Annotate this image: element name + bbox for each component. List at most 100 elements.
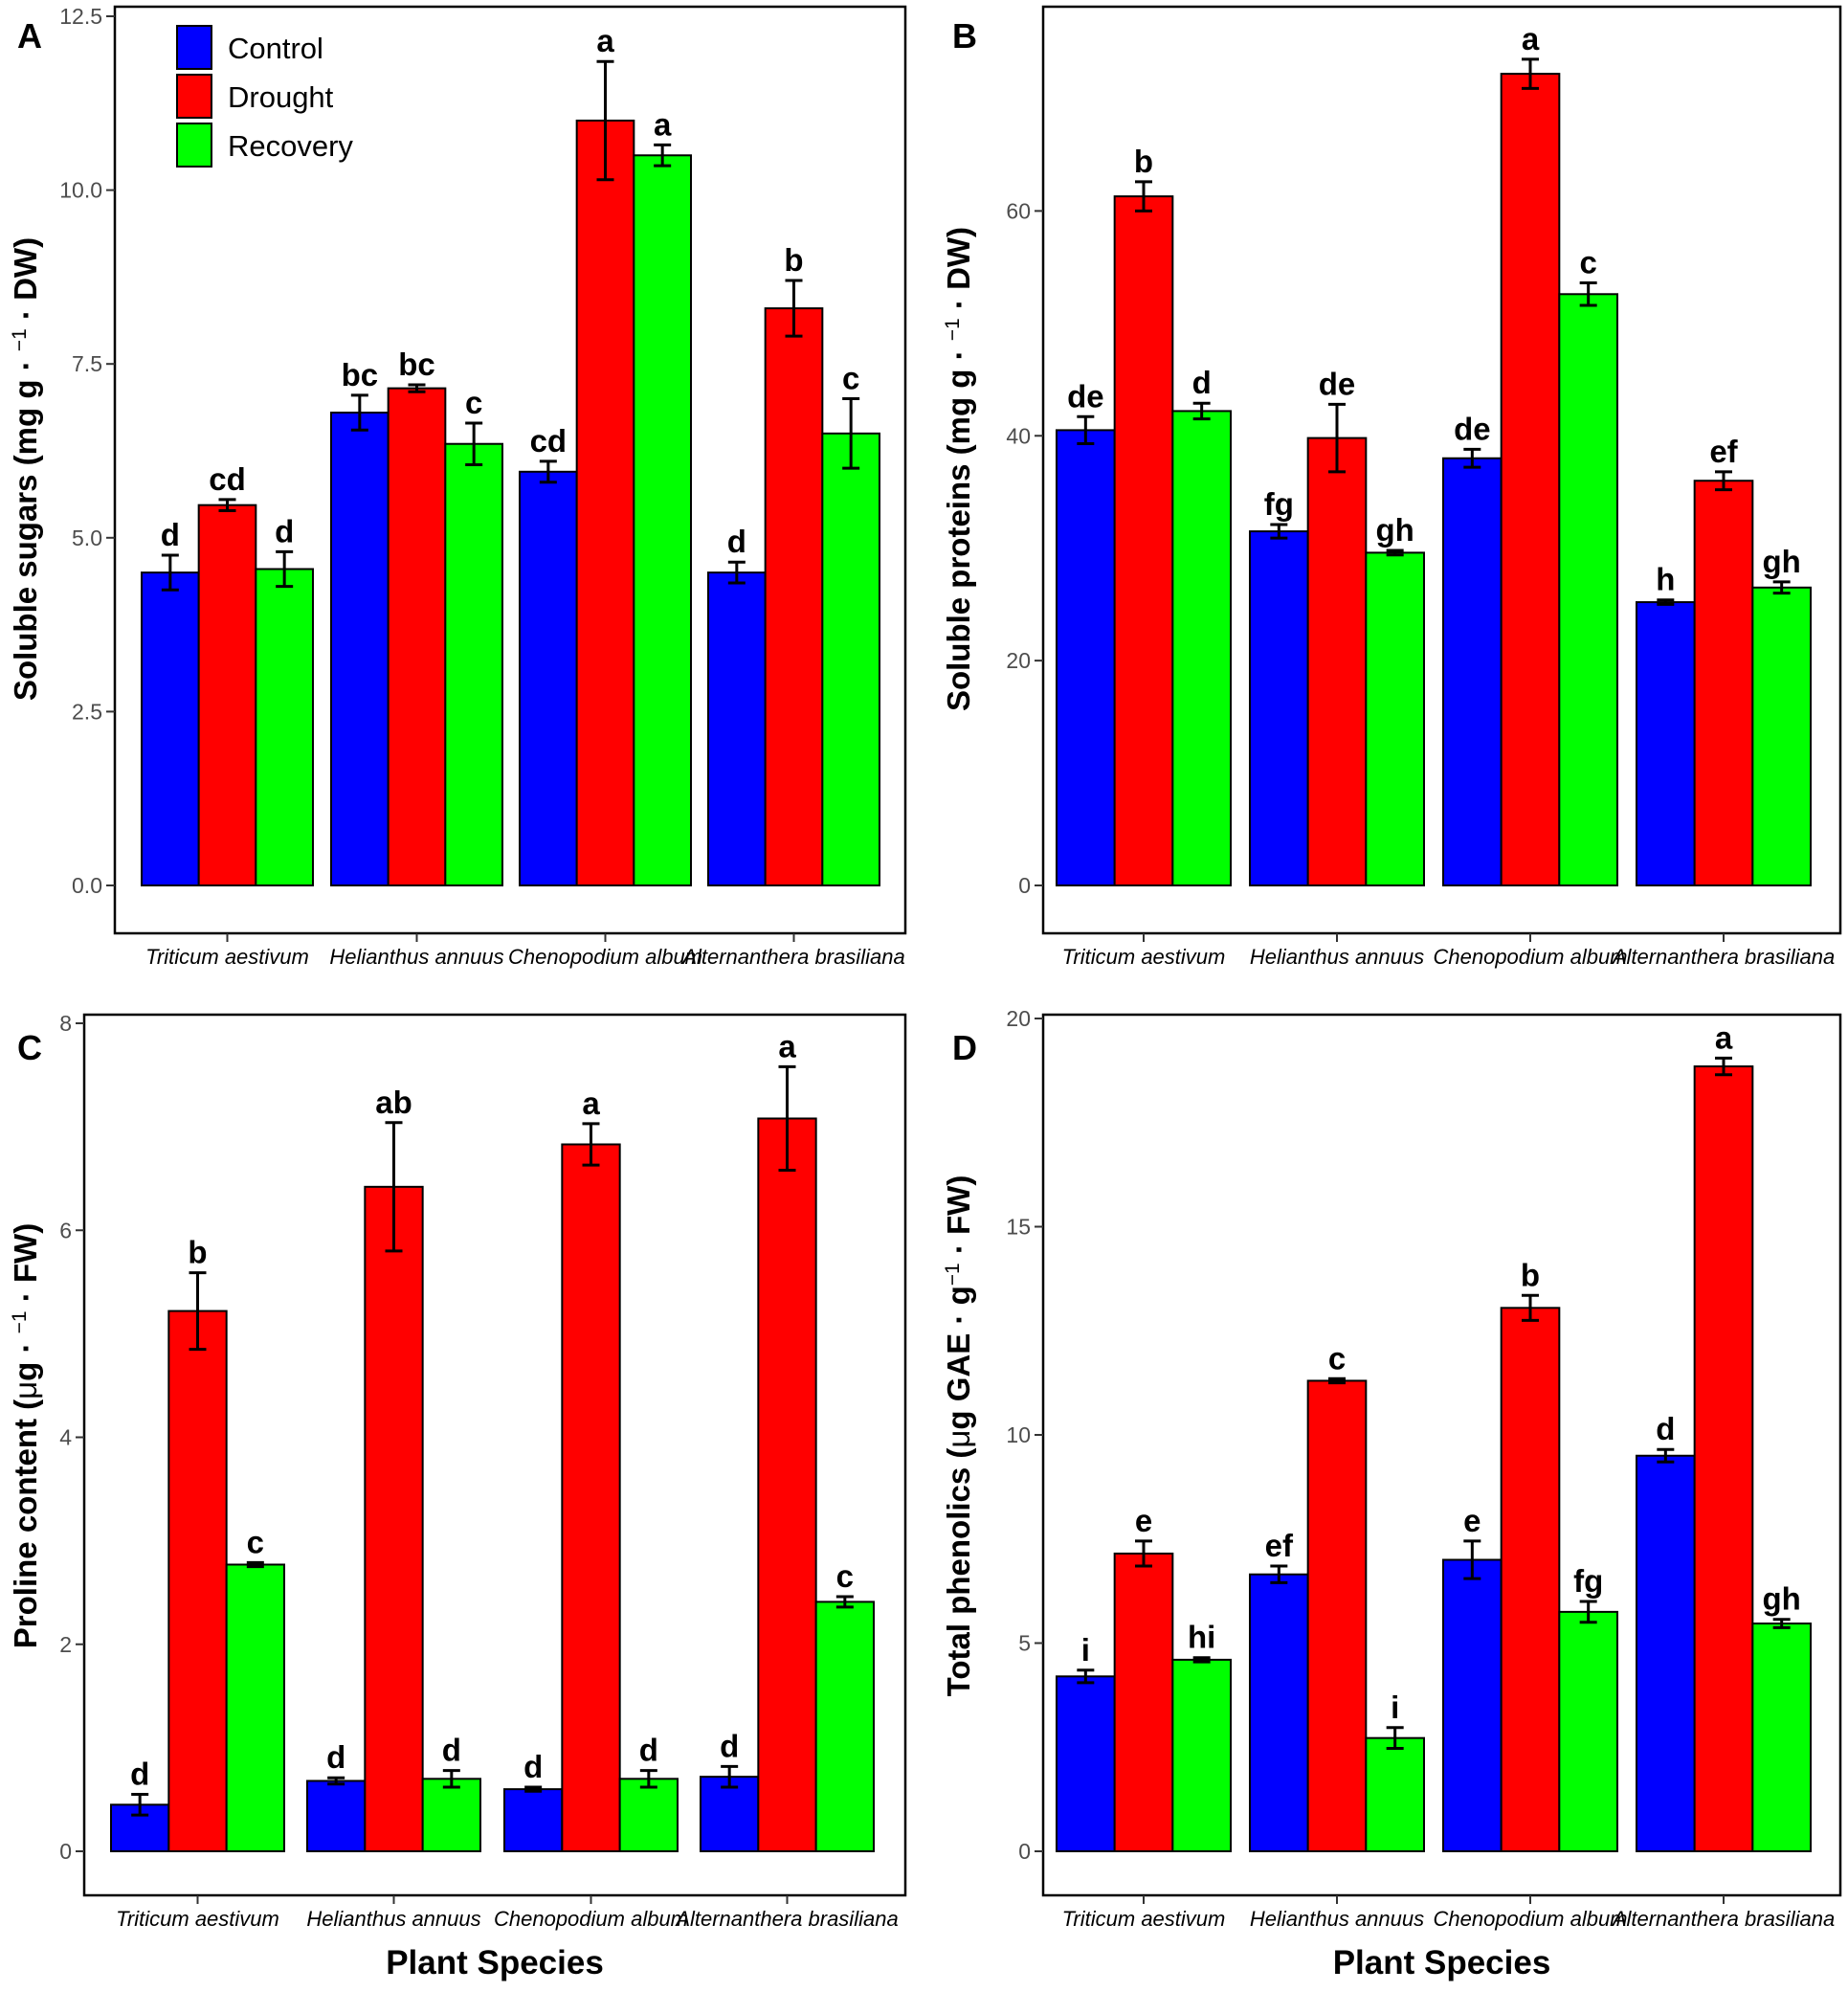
y-tick-label: 12.5	[59, 4, 102, 29]
plot-frame	[113, 5, 907, 935]
bar-recovery	[1558, 1610, 1619, 1852]
significance-label: d	[275, 513, 294, 548]
panel-c-proline-content: 0 2 4 6 8 d b c Triticum aestivum d ab d Helianthus …	[8, 1011, 907, 1981]
bar-drought	[1306, 1379, 1368, 1852]
significance-label: a	[582, 1086, 600, 1121]
bar-recovery	[1171, 1658, 1233, 1853]
significance-label: d	[1656, 1411, 1675, 1446]
x-tick-label: Alternanthera brasiliana	[1611, 945, 1835, 969]
error-bar	[721, 1764, 739, 1789]
significance-label: c	[465, 385, 482, 420]
y-tick-label: 40	[1006, 423, 1031, 448]
bar-recovery	[1171, 410, 1233, 886]
significance-label: d	[720, 1728, 739, 1763]
error-bar	[218, 498, 236, 512]
significance-label: d	[442, 1733, 461, 1768]
error-bar	[1270, 1564, 1288, 1584]
y-tick-label: 0	[59, 1839, 72, 1864]
bar-drought	[387, 387, 447, 886]
significance-label: cd	[530, 423, 568, 459]
y-tick-label: 5	[1018, 1631, 1031, 1656]
error-bar	[596, 59, 614, 182]
bar-recovery	[255, 568, 315, 886]
legend: Control Drought Recovery	[176, 25, 353, 168]
error-bar	[727, 560, 746, 585]
error-bar	[246, 1560, 264, 1569]
y-tick-label: 2.5	[72, 699, 102, 724]
significance-label: de	[1067, 378, 1104, 414]
significance-label: gh	[1763, 544, 1801, 579]
error-bar	[524, 1785, 543, 1793]
bar-control	[1636, 1454, 1696, 1852]
error-bar	[1522, 57, 1539, 90]
significance-label: fg	[1264, 486, 1294, 522]
x-tick-label: Chenopodium album	[1433, 945, 1627, 969]
bar-recovery	[1751, 1623, 1813, 1853]
significance-label: a	[596, 23, 614, 58]
significance-label: i	[1081, 1632, 1090, 1667]
significance-label: d	[326, 1739, 345, 1775]
significance-label: de	[1454, 411, 1491, 446]
panel-letter: A	[17, 16, 42, 56]
y-axis-label: Total phenolics (μg GAE · g−1 · FW)	[941, 1175, 976, 1697]
error-bar	[1772, 580, 1791, 595]
error-bar	[350, 393, 368, 432]
y-tick-label: 8	[59, 1011, 72, 1036]
error-bar	[1715, 470, 1732, 492]
panel-letter: B	[952, 16, 977, 56]
significance-label: bc	[398, 347, 435, 382]
bar-control	[1249, 530, 1309, 886]
significance-label: cd	[209, 461, 246, 497]
significance-label: e	[1463, 1503, 1481, 1538]
y-tick-label: 20	[1006, 648, 1031, 673]
significance-label: d	[523, 1749, 543, 1784]
error-bar	[131, 1793, 149, 1817]
bar-drought	[764, 307, 824, 886]
bar-drought	[1500, 73, 1561, 887]
error-bar	[1463, 447, 1481, 469]
error-bar	[1463, 1539, 1481, 1580]
error-bar	[1715, 1056, 1732, 1077]
legend-swatch-recovery	[176, 123, 212, 168]
error-bar	[785, 279, 803, 338]
legend-swatch-drought	[176, 74, 212, 119]
significance-label: c	[247, 1524, 264, 1559]
y-tick-label: 6	[59, 1218, 72, 1242]
significance-label: gh	[1376, 512, 1414, 548]
significance-label: ef	[1265, 1528, 1294, 1563]
significance-label: a	[1715, 1019, 1733, 1055]
significance-label: d	[161, 517, 180, 552]
error-bar	[1077, 414, 1095, 445]
error-bar	[408, 383, 426, 393]
significance-label: i	[1391, 1690, 1399, 1725]
significance-label: d	[1192, 365, 1212, 400]
x-tick-label: Chenopodium album	[1433, 1907, 1627, 1931]
significance-label: d	[639, 1733, 658, 1768]
error-bar	[189, 1271, 207, 1352]
bar-drought	[197, 504, 257, 886]
error-bar	[161, 553, 179, 592]
y-axis-label: Soluble sugars (mg g · −1 · DW)	[8, 237, 43, 701]
bar-drought	[757, 1117, 817, 1852]
legend-swatch-control	[176, 25, 212, 70]
significance-label: h	[1656, 562, 1675, 597]
bar-drought	[364, 1185, 424, 1852]
x-tick-label: Helianthus annuus	[306, 1907, 480, 1931]
significance-label: bc	[342, 357, 379, 392]
error-bar	[1135, 180, 1152, 213]
bar-control	[1056, 429, 1116, 886]
significance-label: c	[842, 361, 859, 396]
y-tick-label: 10.0	[59, 178, 102, 203]
panel-d-total-phenolics: 0 5 10 15 20 i e hi Triticum aestivum ef c i Heliant…	[941, 1006, 1842, 1981]
x-tick-label: Triticum aestivum	[145, 945, 309, 969]
y-tick-label: 60	[1006, 198, 1031, 223]
error-bar	[778, 1064, 796, 1173]
bar-recovery	[618, 1778, 679, 1852]
y-tick-label: 0	[1018, 873, 1031, 898]
bar-control	[1249, 1573, 1309, 1852]
bar-drought	[1113, 195, 1174, 887]
bar-drought	[1306, 436, 1368, 886]
bar-recovery	[1365, 551, 1426, 887]
significance-label: c	[836, 1558, 854, 1594]
